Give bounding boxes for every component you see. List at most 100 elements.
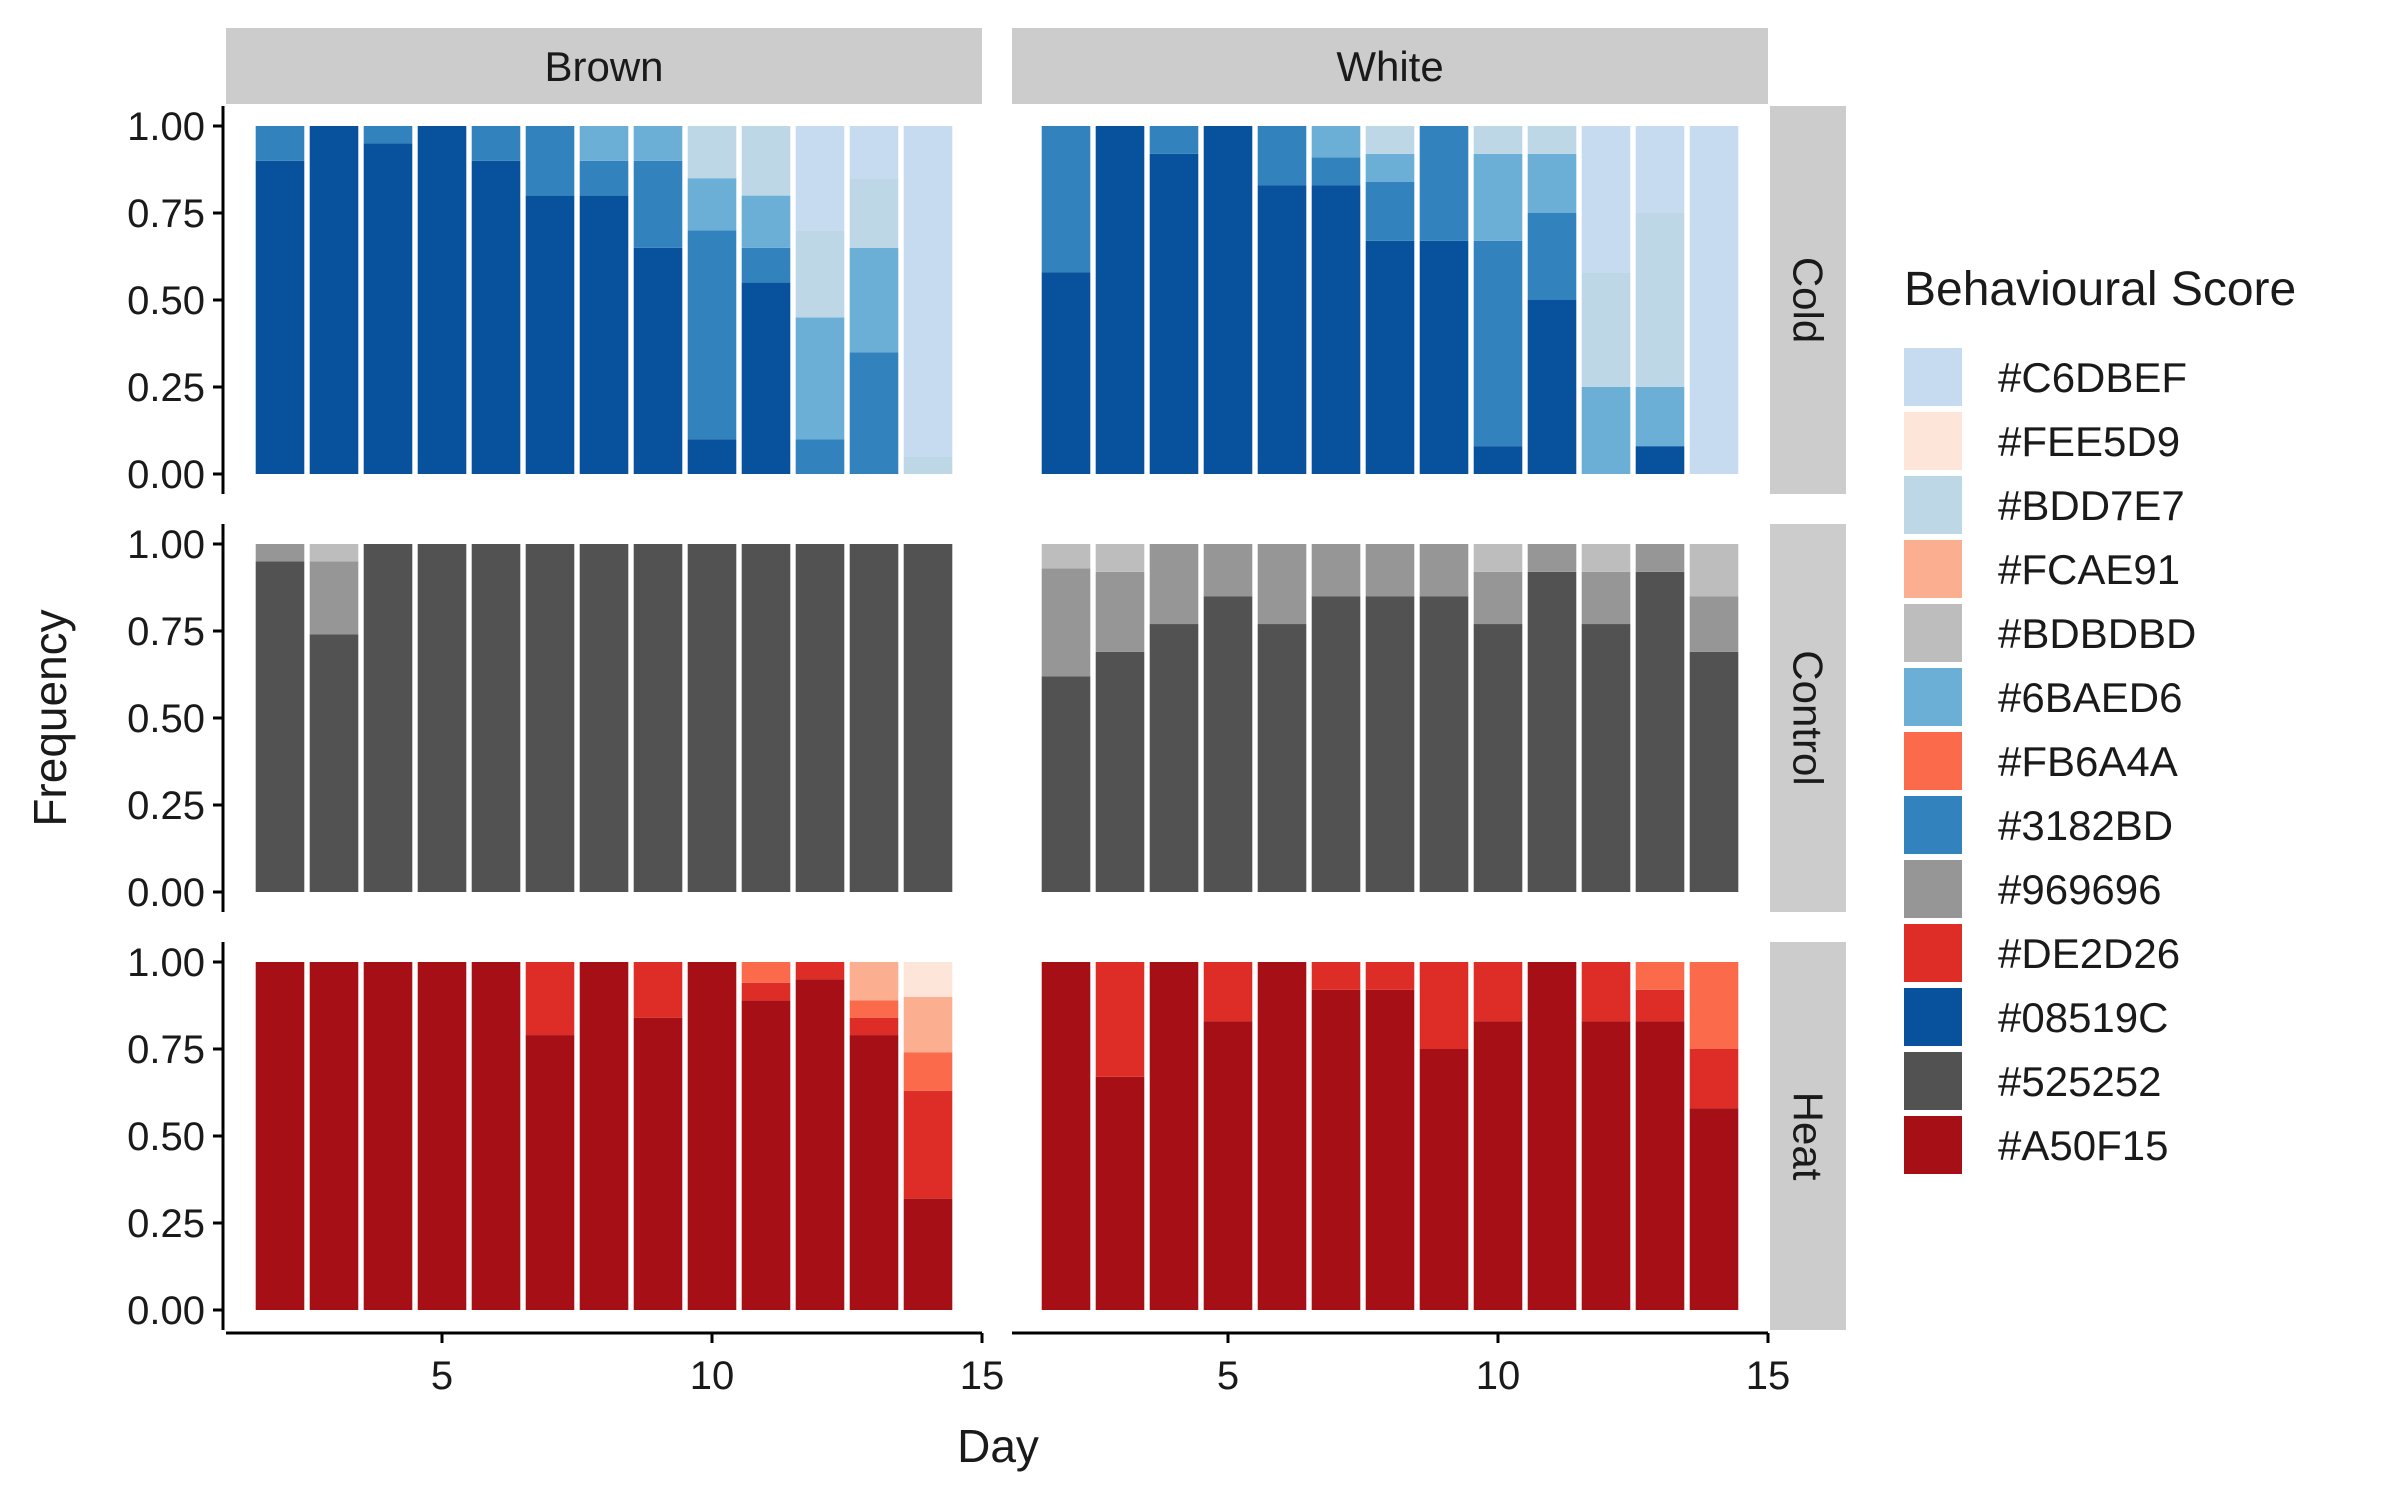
y-tick-label: 0.25 bbox=[127, 784, 205, 828]
bar-segment bbox=[1635, 962, 1685, 990]
bar-segment bbox=[687, 962, 737, 1310]
bar-segment bbox=[1095, 126, 1145, 474]
bar-segment bbox=[1581, 571, 1631, 625]
bar-segment bbox=[525, 544, 575, 892]
bar-segment bbox=[1689, 596, 1739, 652]
bar-segment bbox=[1635, 213, 1685, 387]
y-tick-label: 0.50 bbox=[127, 279, 205, 323]
bar-segment bbox=[1635, 126, 1685, 213]
bar-segment bbox=[1203, 544, 1253, 597]
bar-segment bbox=[903, 996, 953, 1053]
y-tick-label: 0.75 bbox=[127, 1028, 205, 1072]
bar-segment bbox=[849, 1017, 899, 1036]
bar-segment bbox=[1041, 272, 1091, 474]
bar-segment bbox=[1473, 962, 1523, 1022]
x-tick-label: 10 bbox=[1476, 1354, 1521, 1398]
x-tick-label: 10 bbox=[690, 1354, 735, 1398]
facet-strip-heat bbox=[1770, 942, 1846, 1330]
bar-segment bbox=[1527, 571, 1577, 892]
legend-label: #FEE5D9 bbox=[1998, 418, 2180, 465]
bar-segment bbox=[849, 247, 899, 353]
bar-segment bbox=[471, 160, 521, 475]
bar-segment bbox=[1527, 962, 1577, 1310]
bar-segment bbox=[1473, 624, 1523, 892]
legend-key bbox=[1904, 924, 1962, 982]
panel-white-heat bbox=[1041, 962, 1739, 1310]
legend-label: #08519C bbox=[1998, 994, 2168, 1041]
bar-segment bbox=[525, 962, 575, 1036]
bar-segment bbox=[741, 126, 791, 196]
bar-segment bbox=[633, 247, 683, 474]
y-tick-label: 0.25 bbox=[127, 366, 205, 410]
bar-segment bbox=[1203, 1021, 1253, 1310]
y-tick-label: 0.75 bbox=[127, 192, 205, 236]
bar-segment bbox=[255, 544, 305, 562]
bar-segment bbox=[255, 126, 305, 161]
y-tick-label: 0.25 bbox=[127, 1202, 205, 1246]
y-tick-label: 0.75 bbox=[127, 610, 205, 654]
legend-label: #969696 bbox=[1998, 866, 2162, 913]
bar-segment bbox=[795, 544, 845, 892]
bar-segment bbox=[1527, 300, 1577, 474]
bar-segment bbox=[633, 962, 683, 1018]
bar-segment bbox=[903, 1198, 953, 1310]
bar-segment bbox=[1149, 126, 1199, 154]
legend-key bbox=[1904, 476, 1962, 534]
bar-segment bbox=[795, 962, 845, 980]
bar-segment bbox=[363, 143, 413, 474]
y-tick-label: 0.00 bbox=[127, 871, 205, 915]
legend-key bbox=[1904, 988, 1962, 1046]
bar-segment bbox=[1311, 126, 1361, 158]
bar-segment bbox=[903, 1090, 953, 1199]
y-tick-label: 1.00 bbox=[127, 105, 205, 149]
bar-segment bbox=[795, 979, 845, 1310]
bar-segment bbox=[1365, 153, 1415, 182]
bar-segment bbox=[579, 544, 629, 892]
bar-segment bbox=[633, 544, 683, 892]
facet-label-heat: Heat bbox=[1785, 1092, 1832, 1181]
bar-segment bbox=[579, 195, 629, 474]
axes-layer: 0.00 0.25 0.50 0.75 1.00 0.00 0.25 0.50 0.75 1.00… bbox=[127, 105, 1790, 1398]
bar-segment bbox=[633, 1017, 683, 1310]
bar-segment bbox=[1419, 240, 1469, 474]
legend-title: Behavioural Score bbox=[1904, 263, 2296, 316]
legend-label: #BDBDBD bbox=[1998, 610, 2196, 657]
bar-segment bbox=[1203, 962, 1253, 1022]
y-tick-label: 0.00 bbox=[127, 453, 205, 497]
bar-segment bbox=[1635, 446, 1685, 474]
bar-segment bbox=[1095, 962, 1145, 1077]
legend-label: #FCAE91 bbox=[1998, 546, 2180, 593]
bar-segment bbox=[849, 544, 899, 892]
bar-segment bbox=[1095, 651, 1145, 892]
bar-segment bbox=[1257, 544, 1307, 625]
bar-segment bbox=[1095, 571, 1145, 652]
bar-segment bbox=[579, 160, 629, 196]
bar-segment bbox=[1311, 596, 1361, 892]
bar-segment bbox=[687, 230, 737, 440]
bar-segment bbox=[1419, 962, 1469, 1049]
bar-segment bbox=[1473, 240, 1523, 447]
bar-segment bbox=[525, 126, 575, 196]
bar-segment bbox=[1689, 1108, 1739, 1310]
legend-key bbox=[1904, 540, 1962, 598]
bar-segment bbox=[1635, 571, 1685, 892]
bar-segment bbox=[1527, 126, 1577, 154]
legend-key bbox=[1904, 1116, 1962, 1174]
x-tick-label: 15 bbox=[1746, 1354, 1791, 1398]
bar-segment bbox=[1041, 568, 1091, 677]
bar-segment bbox=[255, 160, 305, 475]
bar-segment bbox=[795, 230, 845, 318]
bar-segment bbox=[1689, 126, 1739, 474]
y-tick-label: 0.50 bbox=[127, 1115, 205, 1159]
bar-segment bbox=[1473, 446, 1523, 474]
bar-segment bbox=[1635, 387, 1685, 447]
bar-segment bbox=[1095, 544, 1145, 572]
bar-segment bbox=[849, 126, 899, 179]
bar-segment bbox=[741, 195, 791, 248]
bar-segment bbox=[417, 962, 467, 1310]
legend-label: #6BAED6 bbox=[1998, 674, 2182, 721]
bar-segment bbox=[1419, 596, 1469, 892]
bar-segment bbox=[1473, 153, 1523, 241]
bar-segment bbox=[849, 352, 899, 474]
bar-segment bbox=[1635, 544, 1685, 572]
